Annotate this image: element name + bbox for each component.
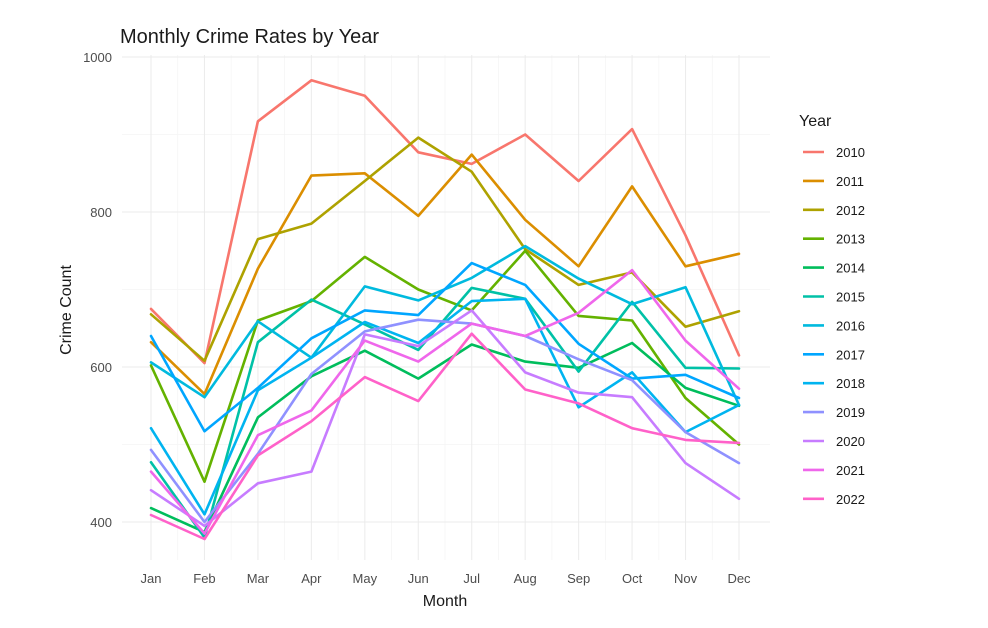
y-axis-ticks: 400 600 800 1000 bbox=[83, 50, 112, 530]
y-axis-title: Crime Count bbox=[58, 265, 75, 355]
x-axis-title: Month bbox=[423, 593, 467, 610]
legend-label-2017: 2017 bbox=[836, 347, 865, 362]
series-line-2019 bbox=[149, 318, 741, 524]
x-tick-label: May bbox=[353, 571, 378, 586]
series-line-2010 bbox=[149, 79, 741, 365]
legend-label-2020: 2020 bbox=[836, 434, 865, 449]
series-line-2022 bbox=[149, 332, 741, 541]
x-tick-label: Nov bbox=[674, 571, 698, 586]
y-tick-label: 800 bbox=[90, 205, 112, 220]
series-line-2017 bbox=[149, 261, 741, 433]
y-tick-label: 600 bbox=[90, 360, 112, 375]
legend-label-2015: 2015 bbox=[836, 290, 865, 305]
series-lines bbox=[149, 79, 741, 541]
x-tick-label: Apr bbox=[301, 571, 322, 586]
x-tick-label: Mar bbox=[247, 571, 270, 586]
legend-label-2011: 2011 bbox=[836, 174, 864, 189]
x-tick-label: Jan bbox=[141, 571, 162, 586]
legend-label-2022: 2022 bbox=[836, 492, 865, 507]
x-tick-label: Feb bbox=[193, 571, 215, 586]
legend-label-2019: 2019 bbox=[836, 405, 865, 420]
series-line-2021 bbox=[149, 268, 741, 535]
x-tick-label: Jun bbox=[408, 571, 429, 586]
series-line-2020 bbox=[149, 309, 741, 528]
legend-label-2012: 2012 bbox=[836, 203, 865, 218]
chart-title: Monthly Crime Rates by Year bbox=[120, 26, 379, 48]
legend-label-2021: 2021 bbox=[836, 463, 865, 478]
x-tick-label: Oct bbox=[622, 571, 643, 586]
y-tick-label: 1000 bbox=[83, 50, 112, 65]
legend-items: 2010 2011 2012 2013 2014 2015 2016 2017 2018 2019… bbox=[803, 145, 865, 507]
legend-label-2010: 2010 bbox=[836, 145, 865, 160]
x-tick-label: Sep bbox=[567, 571, 590, 586]
series-line-2015 bbox=[149, 286, 741, 539]
series-line-2013 bbox=[149, 249, 741, 484]
series-line-2011 bbox=[149, 153, 741, 396]
x-tick-label: Dec bbox=[727, 571, 751, 586]
x-tick-label: Aug bbox=[514, 571, 537, 586]
legend-label-2014: 2014 bbox=[836, 261, 865, 276]
x-tick-label: Jul bbox=[463, 571, 480, 586]
legend-title: Year bbox=[799, 113, 832, 130]
series-line-2014 bbox=[149, 341, 741, 534]
legend: Year 20102011201220132014201520162017201… bbox=[799, 113, 865, 507]
legend-label-2018: 2018 bbox=[836, 376, 865, 391]
y-tick-label: 400 bbox=[90, 515, 112, 530]
legend-label-2013: 2013 bbox=[836, 232, 865, 247]
legend-label-2016: 2016 bbox=[836, 318, 865, 333]
x-axis-ticks: Jan Feb Mar Apr May Jun Jul Aug Sep Oct Nov Dec bbox=[141, 571, 752, 586]
